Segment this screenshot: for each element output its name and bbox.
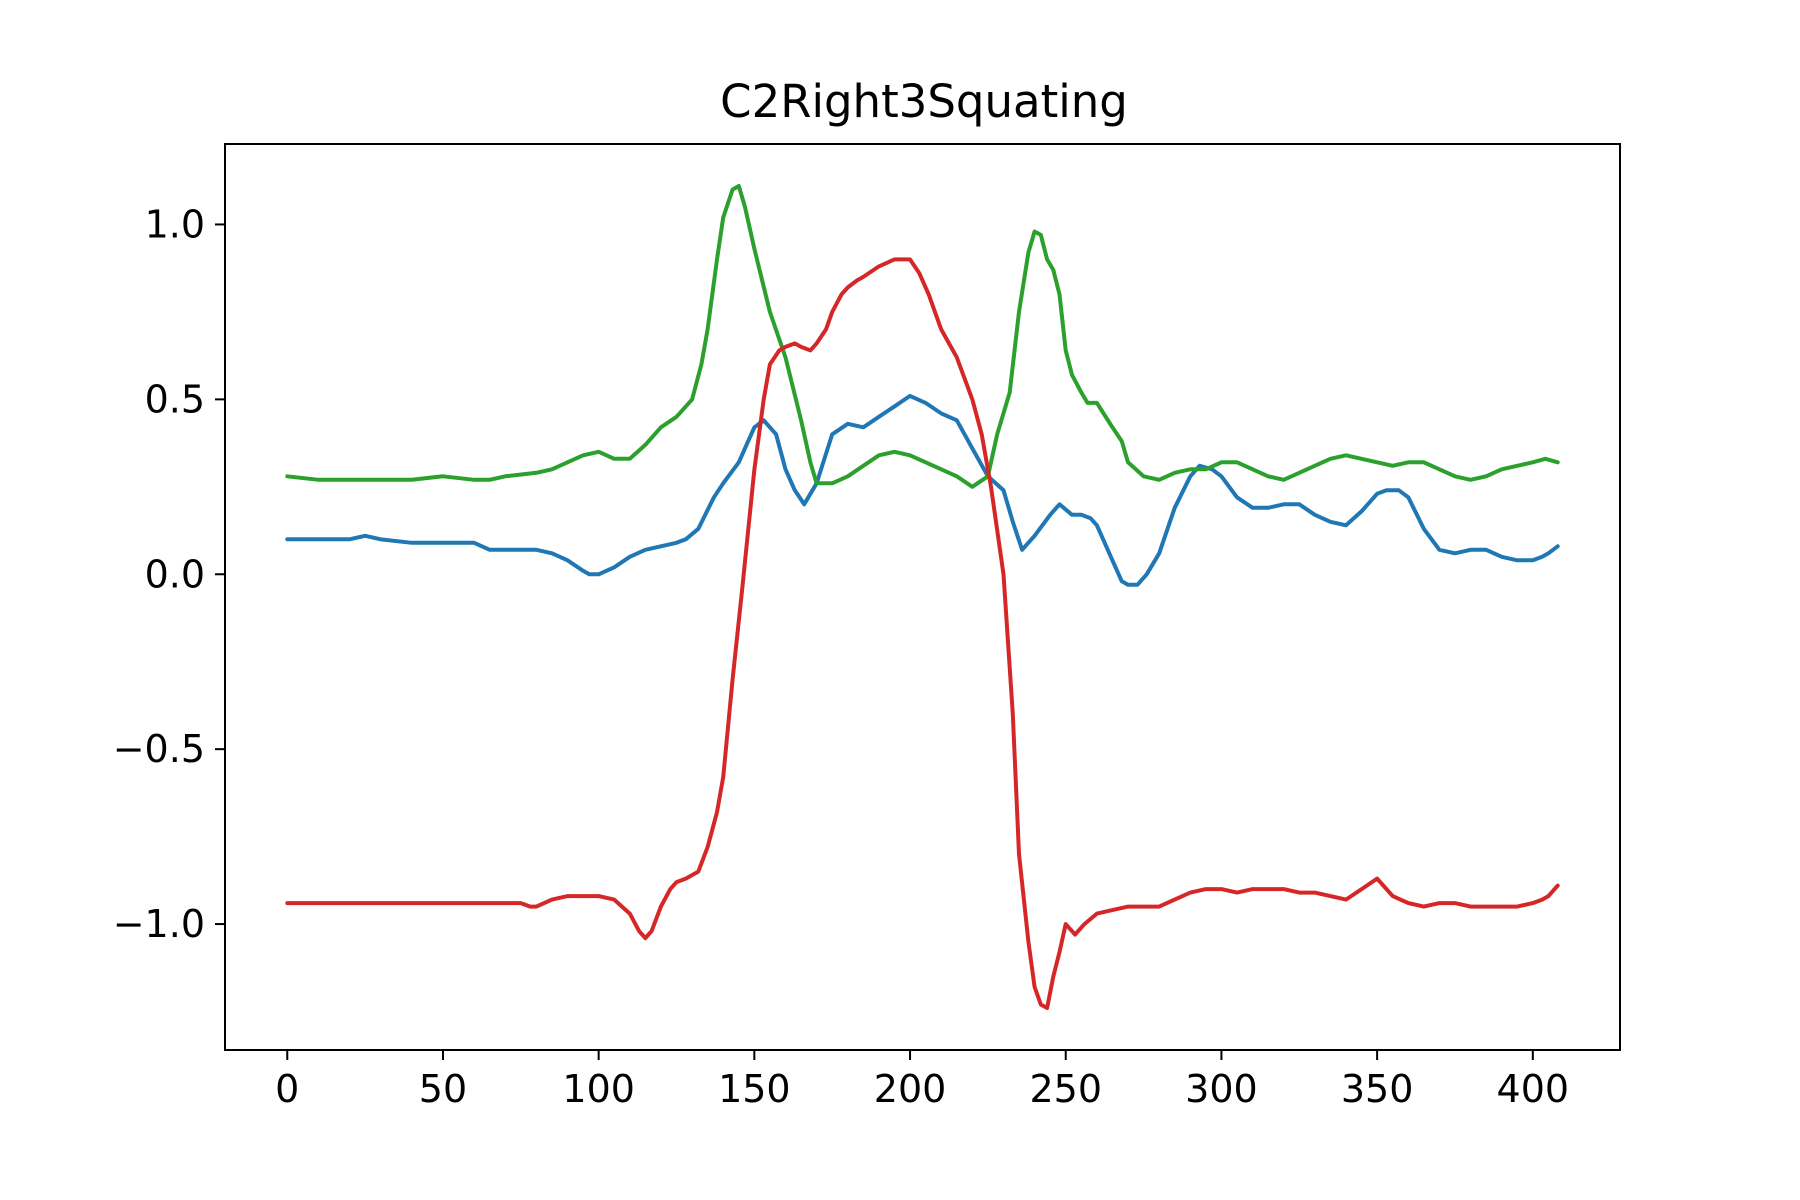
x-tick-label: 150 [718, 1067, 791, 1111]
y-axis: −1.0 −0.5 0.0 0.5 1.0 [113, 202, 225, 946]
series-line-0 [285, 393, 1560, 587]
y-tick-label: 0.5 [145, 377, 205, 421]
x-axis: 0 50 100 150 200 250 300 350 400 [275, 1050, 1569, 1111]
y-tick-label: 1.0 [145, 202, 205, 246]
x-tick-label: 0 [275, 1067, 299, 1111]
x-tick-label: 350 [1341, 1067, 1414, 1111]
x-tick-label: 200 [874, 1067, 947, 1111]
series-layer [285, 184, 1560, 1010]
plot-frame [224, 143, 1621, 1051]
chart-title: C2Right3Squating [720, 75, 1128, 128]
series-line-1 [285, 184, 1560, 489]
x-tick-label: 250 [1029, 1067, 1102, 1111]
x-tick-label: 300 [1185, 1067, 1258, 1111]
x-tick-label: 100 [562, 1067, 635, 1111]
x-tick-label: 400 [1497, 1067, 1570, 1111]
y-tick-label: −1.0 [113, 902, 205, 946]
y-tick-label: −0.5 [113, 727, 205, 771]
y-tick-label: 0.0 [145, 552, 205, 596]
x-tick-label: 50 [419, 1067, 467, 1111]
series-line-2 [285, 257, 1560, 1010]
